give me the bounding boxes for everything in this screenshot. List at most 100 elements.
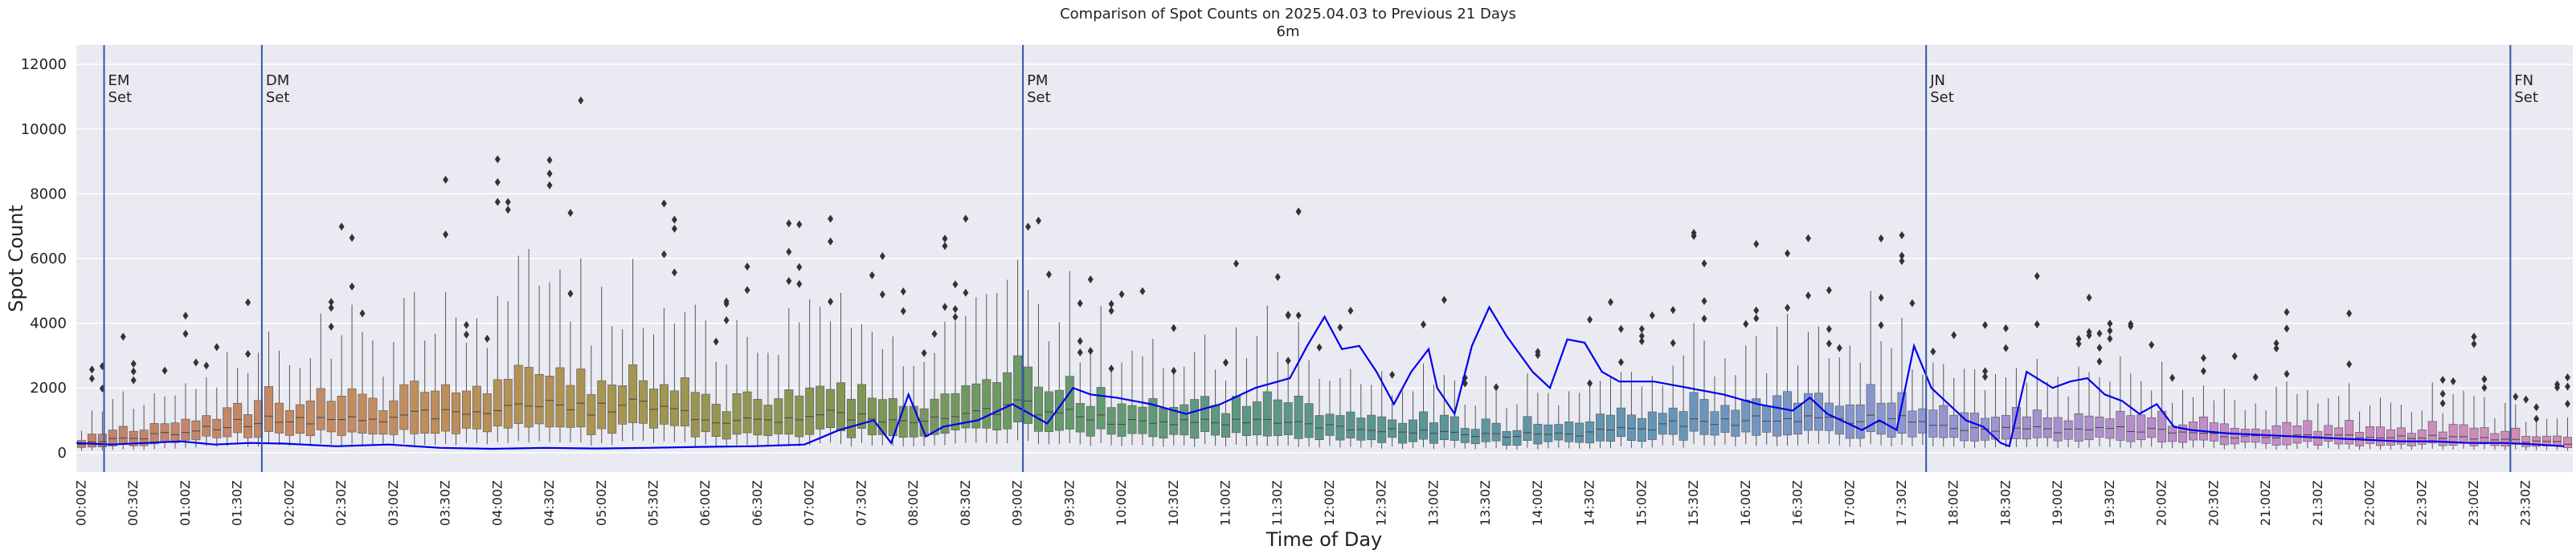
outlier-point — [1878, 293, 1884, 302]
box — [711, 404, 721, 437]
box — [2178, 424, 2188, 443]
outlier-point — [942, 234, 948, 243]
box — [1034, 386, 1043, 432]
box — [1647, 411, 1657, 440]
box — [1960, 412, 1969, 442]
box — [587, 394, 596, 435]
outlier-point — [671, 268, 677, 277]
box — [774, 398, 783, 434]
outlier-point — [338, 222, 345, 231]
box — [2469, 427, 2479, 446]
box — [2345, 420, 2354, 445]
box — [2240, 429, 2250, 443]
outlier-point — [1638, 332, 1645, 340]
box — [1356, 417, 1366, 441]
box — [659, 384, 669, 425]
outlier-point — [828, 214, 834, 223]
box — [347, 388, 357, 433]
box — [118, 426, 128, 445]
outlier-point — [1617, 324, 1624, 333]
box — [378, 410, 388, 435]
box — [1970, 413, 1980, 442]
outlier-point — [786, 219, 792, 228]
box — [2563, 437, 2573, 448]
vertical-marker-sublabel: Set — [266, 89, 290, 106]
outlier-point — [921, 348, 927, 357]
outlier-point — [828, 237, 834, 246]
outlier-point — [245, 298, 251, 307]
box — [2480, 427, 2489, 445]
box — [295, 404, 305, 434]
outlier-point — [952, 280, 959, 289]
outlier-point — [963, 288, 969, 297]
outlier-point — [359, 309, 366, 318]
box — [170, 422, 180, 443]
outlier-point — [1025, 222, 1032, 231]
box — [2022, 416, 2031, 440]
vertical-marker-sublabel: Set — [1027, 89, 1051, 106]
x-tick-label: 14:30Z — [1582, 480, 1597, 526]
x-tick-label: 22:30Z — [2414, 480, 2429, 526]
box — [1106, 407, 1116, 435]
outlier-point — [1223, 358, 1229, 367]
box — [576, 369, 586, 428]
box — [1606, 414, 1615, 442]
box — [1616, 407, 1625, 438]
outlier-point — [1587, 379, 1593, 388]
box — [1419, 411, 1428, 440]
box — [1335, 415, 1345, 441]
outlier-point — [796, 220, 803, 229]
outlier-point — [2075, 340, 2082, 348]
box — [493, 379, 502, 426]
x-tick-label: 23:00Z — [2466, 480, 2481, 526]
box — [2448, 424, 2458, 446]
box — [472, 385, 481, 430]
box — [742, 391, 752, 434]
box — [1491, 422, 1501, 442]
outlier-point — [2284, 308, 2290, 316]
box — [1689, 392, 1699, 432]
outlier-point — [2439, 399, 2446, 408]
box — [649, 388, 658, 429]
vertical-marker-label: EM — [108, 72, 130, 89]
outlier-point — [786, 277, 792, 286]
y-tick-label: 10000 — [21, 121, 67, 138]
outlier-point — [1649, 311, 1655, 320]
box — [316, 388, 325, 430]
box — [243, 414, 253, 438]
box — [2459, 424, 2468, 444]
outlier-point — [2565, 382, 2571, 391]
box — [284, 409, 294, 436]
x-tick-label: 20:30Z — [2206, 480, 2221, 526]
box — [1637, 417, 1646, 442]
outlier-point — [2169, 373, 2176, 382]
outlier-point — [2273, 344, 2280, 352]
box — [805, 387, 815, 435]
box — [2553, 435, 2562, 446]
box — [2230, 427, 2239, 445]
box — [1564, 422, 1574, 442]
outlier-point — [1951, 331, 1957, 340]
outlier-point — [1337, 323, 1343, 332]
outlier-point — [2481, 375, 2488, 384]
box — [639, 380, 648, 424]
outlier-point — [963, 214, 969, 223]
x-tick-label: 15:30Z — [1686, 480, 1701, 526]
box — [2219, 423, 2229, 446]
box — [732, 393, 742, 435]
box — [1200, 396, 1210, 432]
outlier-point — [931, 329, 938, 338]
x-tick-label: 15:00Z — [1634, 480, 1649, 526]
box — [628, 364, 638, 423]
box — [1221, 413, 1230, 438]
y-tick-label: 8000 — [30, 185, 67, 202]
outlier-point — [120, 332, 126, 341]
outlier-point — [2107, 334, 2113, 343]
box — [826, 389, 836, 429]
outlier-point — [1285, 311, 1291, 320]
outlier-point — [328, 322, 334, 331]
box — [2427, 421, 2437, 444]
outlier-point — [942, 303, 948, 312]
box — [1731, 409, 1740, 437]
